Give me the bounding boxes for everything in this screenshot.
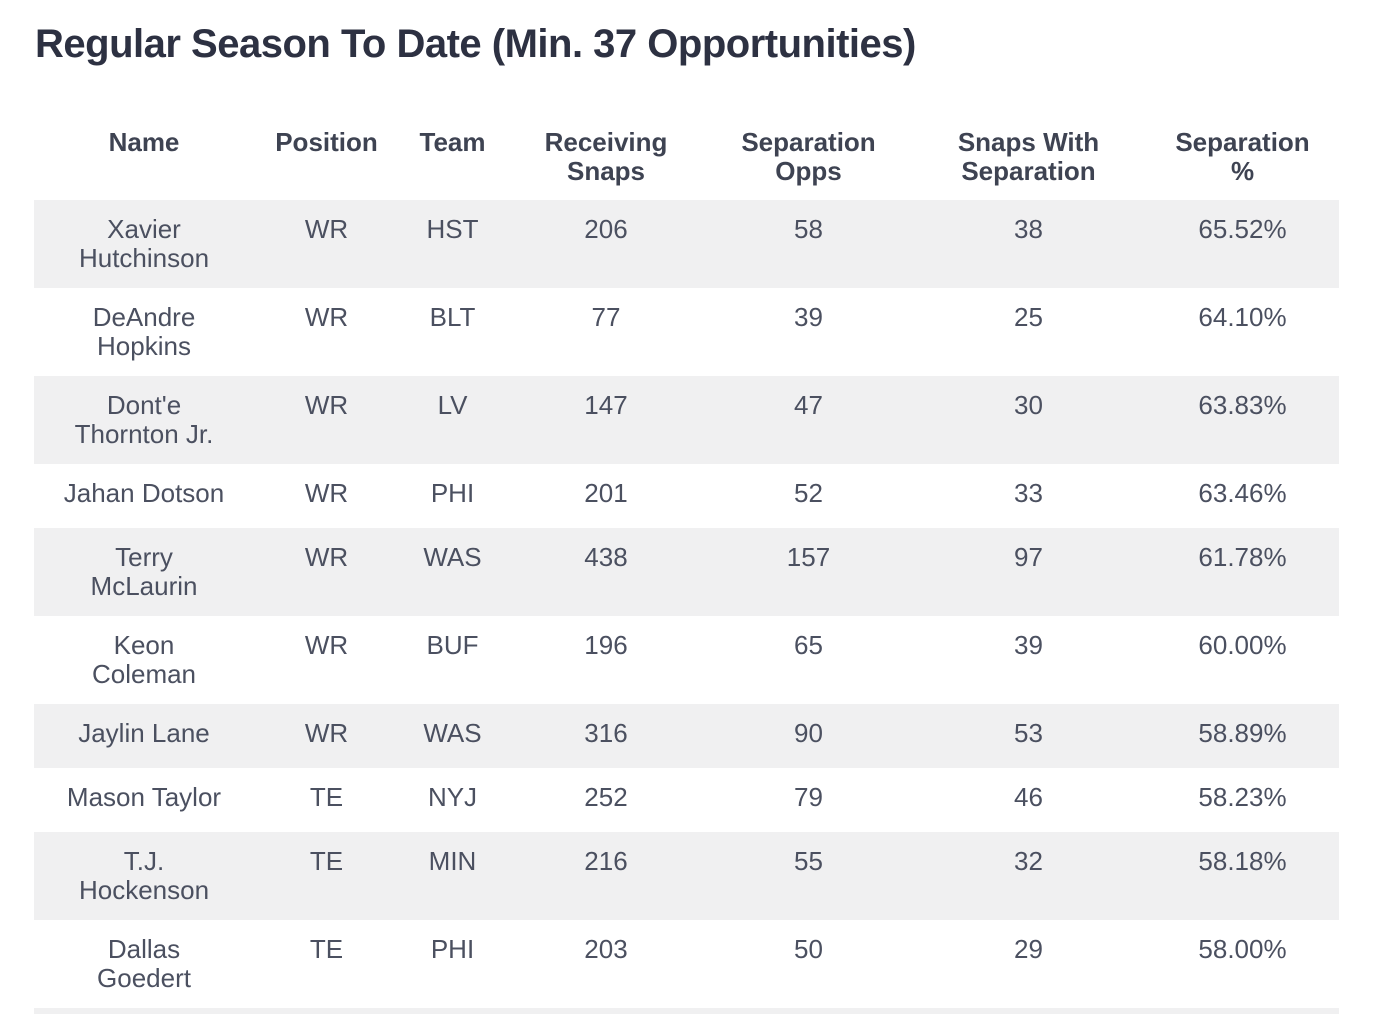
table-body: Xavier Hutchinson WR HST 206 58 38 65.52… <box>34 200 1339 1014</box>
snaps-with-separation-cell: 97 <box>1014 542 1043 572</box>
separation-pct-cell: 61.78% <box>1198 542 1287 572</box>
separation-opps-cell: 55 <box>794 846 823 876</box>
position-cell: WR <box>304 718 349 748</box>
team-cell: PHI <box>430 478 475 508</box>
table-row: Dont'e Thornton Jr. WR LV 147 47 30 63.8… <box>34 376 1339 464</box>
separation-pct-cell: 58.23% <box>1198 782 1287 812</box>
position-cell: WR <box>304 390 349 420</box>
separation-opps-cell: 79 <box>794 782 823 812</box>
table-row: T.J. Hockenson TE MIN 216 55 32 58.18% <box>34 832 1339 920</box>
player-name-cell: DeAndre Hopkins <box>92 302 196 361</box>
separation-pct-cell: 63.46% <box>1198 478 1287 508</box>
receiving-snaps-cell: 206 <box>584 214 628 244</box>
receiving-snaps-cell: 252 <box>584 782 628 812</box>
team-cell: BUF <box>426 630 479 660</box>
team-cell: NYJ <box>427 782 478 812</box>
player-name-cell: Mason Taylor <box>66 782 222 812</box>
separation-pct-cell: 58.18% <box>1198 846 1287 876</box>
separation-pct-cell: 58.00% <box>1198 934 1287 964</box>
separation-opps-cell: 90 <box>794 718 823 748</box>
player-name-cell: Xavier Hutchinson <box>78 214 210 273</box>
receiving-snaps-cell: 147 <box>584 390 628 420</box>
table-header-row: Name Position Team Receiving Snaps Separ… <box>34 126 1339 200</box>
position-cell: WR <box>304 542 349 572</box>
player-name-cell: Jahan Dotson <box>63 478 225 508</box>
separation-opps-cell: 157 <box>786 542 831 572</box>
snaps-with-separation-cell: 39 <box>1014 630 1043 660</box>
table-row: Jahan Dotson WR PHI 201 52 33 63.46% <box>34 464 1339 528</box>
table-row: Keon Coleman WR BUF 196 65 39 60.00% <box>34 616 1339 704</box>
column-header-position: Position <box>275 127 378 157</box>
player-name-cell: Jaylin Lane <box>78 718 210 748</box>
snaps-with-separation-cell: 38 <box>1014 214 1043 244</box>
snaps-with-separation-cell: 32 <box>1014 846 1043 876</box>
column-header-receiving-snaps: Receiving Snaps <box>544 127 668 186</box>
table-row: Jaylin Lane WR WAS 316 90 53 58.89% <box>34 704 1339 768</box>
receiving-snaps-cell: 203 <box>584 934 628 964</box>
separation-pct-cell: 65.52% <box>1198 214 1287 244</box>
player-name-cell: Dallas Goedert <box>97 934 191 993</box>
table-row: Terry McLaurin WR WAS 438 157 97 61.78% <box>34 528 1339 616</box>
separation-opps-cell: 65 <box>794 630 823 660</box>
snaps-with-separation-cell: 46 <box>1014 782 1043 812</box>
player-name-cell: Terry McLaurin <box>90 542 198 601</box>
receiving-snaps-cell: 201 <box>584 478 628 508</box>
table-header: Name Position Team Receiving Snaps Separ… <box>34 126 1339 200</box>
column-header-name: Name <box>108 127 180 157</box>
column-header-snaps-with-separation: Snaps With Separation <box>957 127 1100 186</box>
stats-table: Name Position Team Receiving Snaps Separ… <box>34 126 1339 1014</box>
position-cell: TE <box>309 934 344 964</box>
position-cell: TE <box>309 846 344 876</box>
table-row: DeAndre Hopkins WR BLT 77 39 25 64.10% <box>34 288 1339 376</box>
team-cell: BLT <box>429 302 476 332</box>
table-row: Xavier Hutchinson WR HST 206 58 38 65.52… <box>34 200 1339 288</box>
snaps-with-separation-cell: 30 <box>1014 390 1043 420</box>
player-name-cell: Keon Coleman <box>91 630 197 689</box>
separation-opps-cell: 47 <box>794 390 823 420</box>
position-cell: WR <box>304 302 349 332</box>
separation-pct-cell: 63.83% <box>1198 390 1287 420</box>
team-cell: WAS <box>423 718 482 748</box>
separation-pct-cell: 60.00% <box>1198 630 1287 660</box>
receiving-snaps-cell: 316 <box>584 718 628 748</box>
table-row: Mason Taylor TE NYJ 252 79 46 58.23% <box>34 768 1339 832</box>
snaps-with-separation-cell: 29 <box>1014 934 1043 964</box>
column-header-separation-pct: Separation % <box>1175 127 1310 186</box>
position-cell: WR <box>304 630 349 660</box>
position-cell: WR <box>304 478 349 508</box>
team-cell: MIN <box>428 846 477 876</box>
snaps-with-separation-cell: 25 <box>1014 302 1043 332</box>
column-header-team: Team <box>419 127 486 157</box>
snaps-with-separation-cell: 33 <box>1014 478 1043 508</box>
separation-pct-cell: 58.89% <box>1198 718 1287 748</box>
table-row: Dallas Goedert TE PHI 203 50 29 58.00% <box>34 920 1339 1008</box>
receiving-snaps-cell: 438 <box>584 542 628 572</box>
column-header-separation-opps: Separation Opps <box>741 127 876 186</box>
team-cell: PHI <box>430 934 475 964</box>
page: { "title": "Regular Season To Date (Min.… <box>0 20 1376 1014</box>
team-cell: HST <box>426 214 479 244</box>
separation-opps-cell: 58 <box>794 214 823 244</box>
player-name-cell: Dont'e Thornton Jr. <box>74 390 214 449</box>
player-name-cell: T.J. Hockenson <box>78 846 210 905</box>
position-cell: WR <box>304 214 349 244</box>
receiving-snaps-cell: 196 <box>584 630 628 660</box>
table-row-partial <box>34 1008 1339 1014</box>
separation-opps-cell: 50 <box>794 934 823 964</box>
receiving-snaps-cell: 77 <box>591 302 621 332</box>
receiving-snaps-cell: 216 <box>584 846 628 876</box>
team-cell: LV <box>437 390 468 420</box>
team-cell: WAS <box>423 542 482 572</box>
separation-pct-cell: 64.10% <box>1198 302 1287 332</box>
page-title: Regular Season To Date (Min. 37 Opportun… <box>35 22 916 66</box>
separation-opps-cell: 39 <box>794 302 823 332</box>
separation-opps-cell: 52 <box>794 478 823 508</box>
snaps-with-separation-cell: 53 <box>1014 718 1043 748</box>
position-cell: TE <box>309 782 344 812</box>
